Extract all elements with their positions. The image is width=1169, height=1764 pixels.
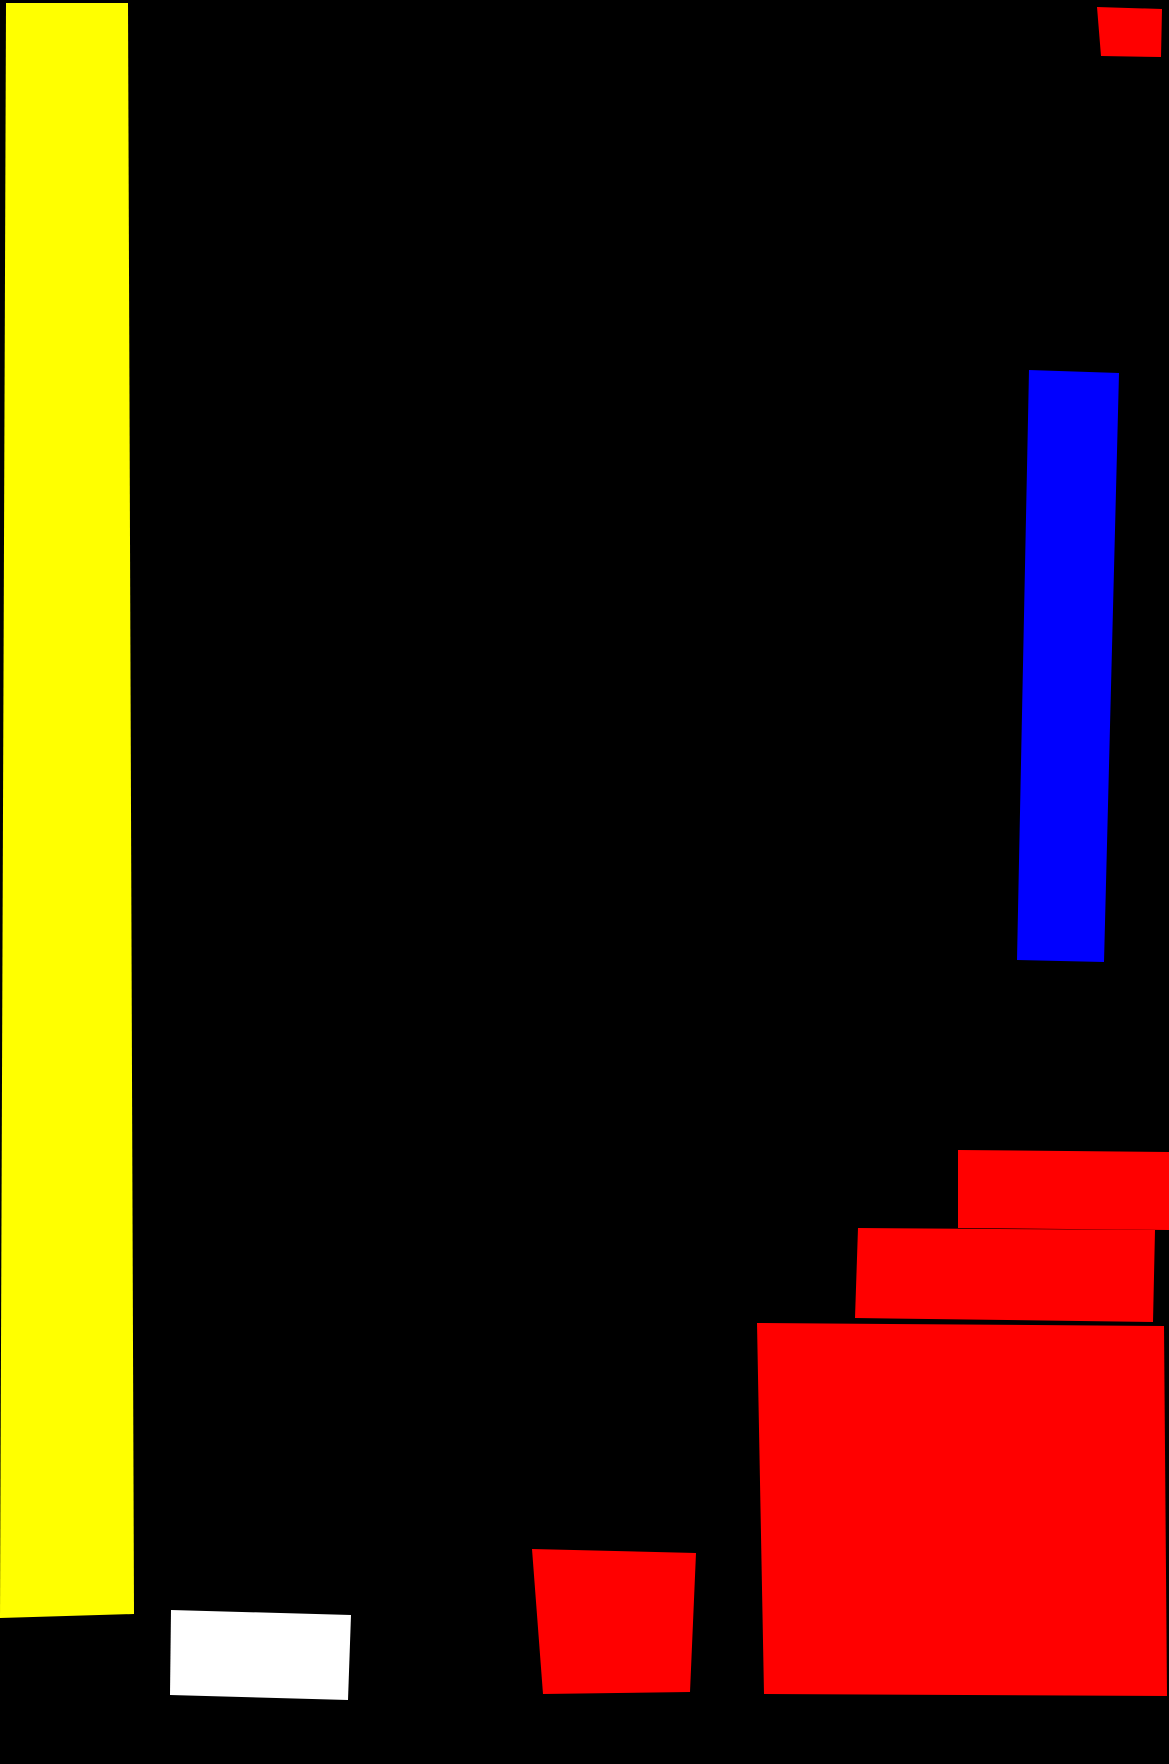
yellow-vertical-bar: [0, 3, 134, 1618]
red-block-upper: [958, 1150, 1169, 1230]
white-rectangle-bottom: [170, 1610, 351, 1700]
red-block-middle: [855, 1228, 1155, 1322]
small-red-square-top-right: [1097, 7, 1162, 57]
blue-vertical-bar: [1017, 370, 1119, 962]
red-trapezoid-bottom: [532, 1549, 696, 1694]
red-large-block: [757, 1323, 1167, 1696]
